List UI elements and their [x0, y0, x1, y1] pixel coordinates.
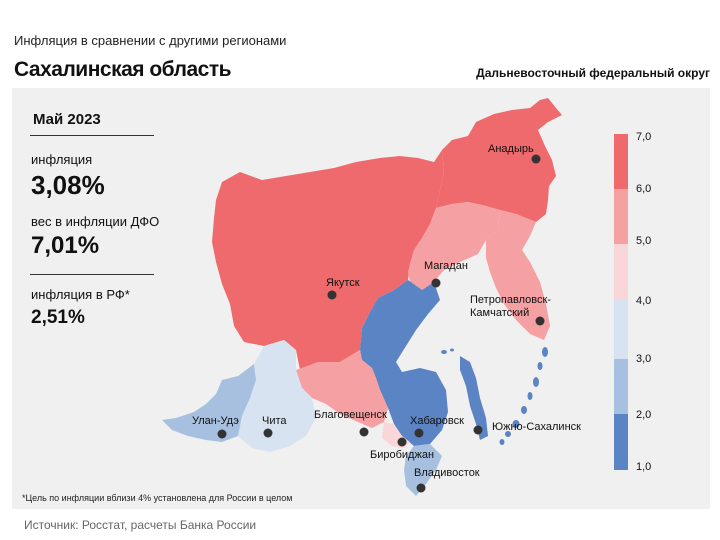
- legend-band-1-2: [614, 414, 628, 470]
- region-khabarovsk: [360, 280, 448, 446]
- legend-band-5-6: [614, 189, 628, 244]
- footnote: *Цель по инфляции вблизи 4% установлена …: [22, 493, 293, 503]
- divider: [30, 274, 154, 275]
- region-amur: [296, 350, 388, 428]
- region-primorye: [404, 444, 442, 496]
- region-kamchatka: [486, 210, 550, 340]
- legend-tick: 1,0: [636, 461, 651, 473]
- weight-label: вес в инфляции ДФО: [31, 214, 160, 229]
- city-label-blagoveshchensk: Благовещенск: [314, 409, 387, 421]
- legend-band-2-3: [614, 359, 628, 414]
- legend-scale: [614, 134, 628, 470]
- city-label-yakutsk: Якутск: [326, 277, 360, 289]
- city-marker-yakutsk: [327, 290, 337, 300]
- legend-ticks: 7,0 6,0 5,0 4,0 3,0 2,0 1,0: [636, 131, 651, 473]
- rf-inflation-label: инфляция в РФ*: [31, 287, 130, 302]
- legend-band-4-5: [614, 244, 628, 299]
- city-marker-petropavlovsk: [535, 316, 545, 326]
- weight-value: 7,01%: [31, 232, 100, 259]
- page-title: Сахалинская область: [14, 58, 232, 81]
- city-label-chita: Чита: [262, 415, 287, 427]
- shantar-islands: [441, 348, 454, 354]
- kuril-islands: [499, 347, 548, 445]
- city-marker-blagoveshchensk: [359, 427, 369, 437]
- inflation-value: 3,08%: [31, 170, 105, 200]
- region-chukotka: [436, 98, 562, 222]
- city-marker-vladivostok: [416, 483, 426, 493]
- district-label: Дальневосточный федеральный округ: [476, 66, 710, 80]
- city-label-ulan-ude: Улан-Удэ: [192, 415, 239, 427]
- legend-tick: 6,0: [636, 183, 651, 195]
- city-markers: [217, 154, 545, 493]
- legend-band-6-7: [614, 134, 628, 189]
- city-marker-khabarovsk: [414, 428, 424, 438]
- city-marker-chita: [263, 428, 273, 438]
- city-label-magadan: Магадан: [424, 260, 468, 272]
- city-label-petropavlovsk: Петропавловск-: [470, 294, 551, 306]
- divider: [30, 135, 154, 136]
- legend-band-3-4: [614, 299, 628, 359]
- legend-tick: 4,0: [636, 295, 651, 307]
- chart-subtitle: Инфляция в сравнении с другими регионами: [14, 33, 287, 48]
- region-zabaykalsky: [238, 340, 316, 452]
- legend-tick: 5,0: [636, 235, 651, 247]
- legend-tick: 3,0: [636, 353, 651, 365]
- region-buryatia: [162, 364, 256, 442]
- city-label-anadyr: Анадырь: [488, 143, 534, 155]
- region-sakhalin: [460, 356, 488, 440]
- city-label-khabarovsk: Хабаровск: [410, 415, 464, 427]
- city-marker-magadan: [431, 278, 441, 288]
- source-note: Источник: Росстат, расчеты Банка России: [24, 518, 257, 532]
- region-magadan: [408, 202, 500, 290]
- city-marker-yuzhno-sakhalinsk: [473, 425, 483, 435]
- city-marker-anadyr: [531, 154, 541, 164]
- inflation-label: инфляция: [31, 152, 93, 167]
- rf-inflation-value: 2,51%: [31, 307, 85, 328]
- city-marker-birobidzhan: [397, 437, 407, 447]
- legend-tick: 2,0: [636, 409, 651, 421]
- region-yakutia: [212, 150, 444, 370]
- info-month: Май 2023: [33, 111, 101, 128]
- city-marker-ulan-ude: [217, 429, 227, 439]
- city-label-yuzhno-sakhalinsk: Южно-Сахалинск: [492, 421, 581, 433]
- city-label-vladivostok: Владивосток: [414, 467, 480, 479]
- legend-tick: 7,0: [636, 131, 651, 143]
- city-label-birobidzhan: Биробиджан: [370, 449, 434, 461]
- city-label-kamchatsky: Камчатский: [470, 307, 529, 319]
